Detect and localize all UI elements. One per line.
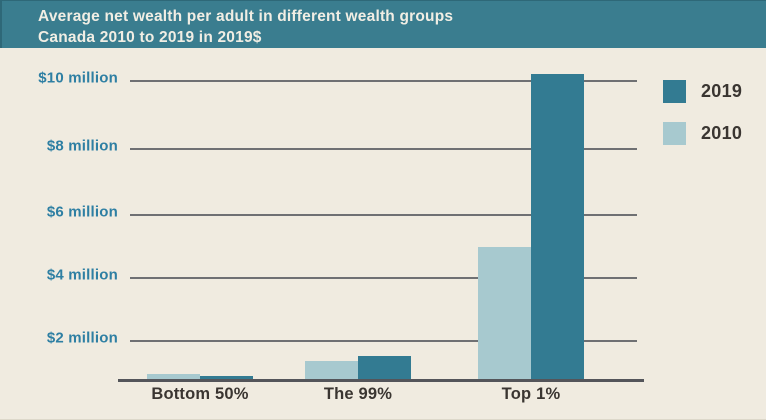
y-axis-label-2m: $2 million — [46, 329, 118, 347]
y-axis-label-4m: $4 million — [46, 266, 118, 284]
gridline-8m — [130, 148, 637, 150]
legend-swatch-2010 — [663, 122, 686, 145]
x-axis-label-bottom-50: Bottom 50% — [151, 385, 249, 403]
bar-2019-the-99 — [358, 356, 411, 381]
legend-item-2010: 2010 — [663, 122, 742, 145]
chart-legend: 2019 2010 — [663, 80, 742, 145]
legend-item-2019: 2019 — [663, 80, 742, 103]
legend-swatch-2019 — [663, 80, 686, 103]
bar-2019-bottom-50 — [200, 376, 253, 381]
bar-2019-top-1 — [531, 74, 584, 381]
legend-label-2010: 2010 — [701, 123, 743, 143]
y-axis-label-10m: $10 million — [38, 69, 118, 87]
x-axis-label-top-1: Top 1% — [501, 385, 561, 403]
gridline-6m — [130, 214, 637, 216]
gridline-4m — [130, 277, 637, 279]
x-axis-line — [118, 379, 644, 382]
bar-2010-the-99 — [305, 361, 358, 381]
legend-label-2019: 2019 — [701, 81, 743, 101]
chart-header: Average net wealth per adult in differen… — [0, 0, 766, 48]
chart-subtitle: Canada 2010 to 2019 in 2019$ — [38, 28, 262, 46]
bar-2010-top-1 — [478, 246, 531, 381]
y-axis-label-8m: $8 million — [46, 137, 118, 155]
x-axis-label-the-99: The 99% — [323, 385, 393, 403]
gridline-10m — [130, 80, 637, 82]
y-axis-label-6m: $6 million — [46, 203, 118, 221]
chart-title: Average net wealth per adult in differen… — [38, 8, 454, 25]
bar-2010-bottom-50 — [147, 374, 200, 381]
gridline-2m — [130, 340, 637, 342]
